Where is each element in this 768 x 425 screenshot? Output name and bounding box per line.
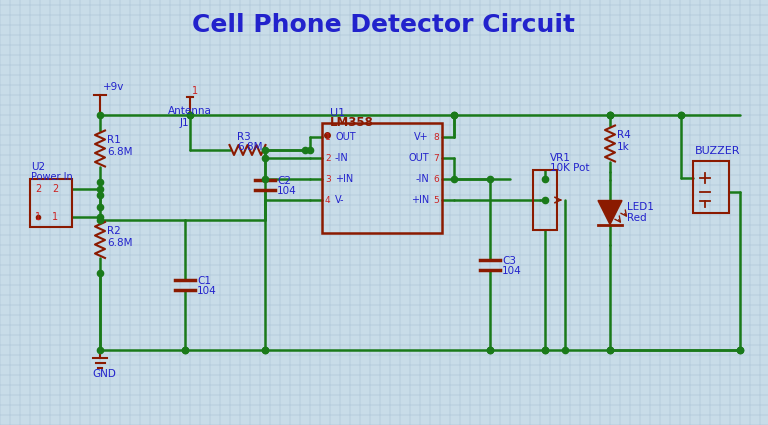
Text: C1: C1 [197,276,211,286]
Text: +9v: +9v [103,82,124,92]
Text: 4: 4 [325,196,331,204]
Text: 6.8M: 6.8M [107,238,133,248]
Text: Cell Phone Detector Circuit: Cell Phone Detector Circuit [193,13,575,37]
Text: V-: V- [335,195,345,205]
Text: 8: 8 [433,133,439,142]
Text: OUT: OUT [335,132,356,142]
Text: U1: U1 [330,108,345,118]
Polygon shape [598,201,622,224]
Text: R2: R2 [107,226,121,236]
Text: 2: 2 [52,184,58,194]
Text: 6.8M: 6.8M [107,147,133,156]
Text: Antenna: Antenna [168,106,212,116]
Text: -IN: -IN [335,153,349,163]
Text: R3: R3 [237,132,251,142]
Text: OUT: OUT [409,153,429,163]
Text: 1: 1 [192,86,198,96]
Text: 5: 5 [433,196,439,204]
Text: 7: 7 [433,153,439,162]
Bar [30,179,72,227]
Text: 104: 104 [197,286,217,296]
Text: C2: C2 [277,176,291,186]
Text: VR1: VR1 [550,153,571,163]
Text: R1: R1 [107,134,121,145]
Text: LM358: LM358 [330,116,374,128]
Text: -IN: -IN [415,174,429,184]
Bar [533,170,557,230]
Text: 6.8M: 6.8M [237,142,263,152]
Text: U2: U2 [31,162,45,172]
Text: J1: J1 [180,118,190,128]
Text: LED1: LED1 [627,201,654,212]
Text: Power In: Power In [31,172,73,182]
Text: 2: 2 [325,153,331,162]
Text: 104: 104 [502,266,521,275]
Text: 1: 1 [325,133,331,142]
Bar [693,161,729,213]
Text: 1: 1 [52,212,58,222]
Text: C3: C3 [502,255,516,266]
Bar [322,123,442,233]
Text: V+: V+ [415,132,429,142]
Text: Red: Red [627,212,647,223]
Text: 1: 1 [35,212,41,222]
Text: 1k: 1k [617,142,630,151]
Text: 104: 104 [277,186,296,196]
Text: BUZZER: BUZZER [695,146,740,156]
Text: 10K Pot: 10K Pot [550,163,590,173]
Text: +IN: +IN [411,195,429,205]
Text: 2: 2 [35,184,41,194]
Text: GND: GND [92,369,116,379]
Text: +IN: +IN [335,174,353,184]
Text: 3: 3 [325,175,331,184]
Text: 6: 6 [433,175,439,184]
Text: R4: R4 [617,130,631,139]
